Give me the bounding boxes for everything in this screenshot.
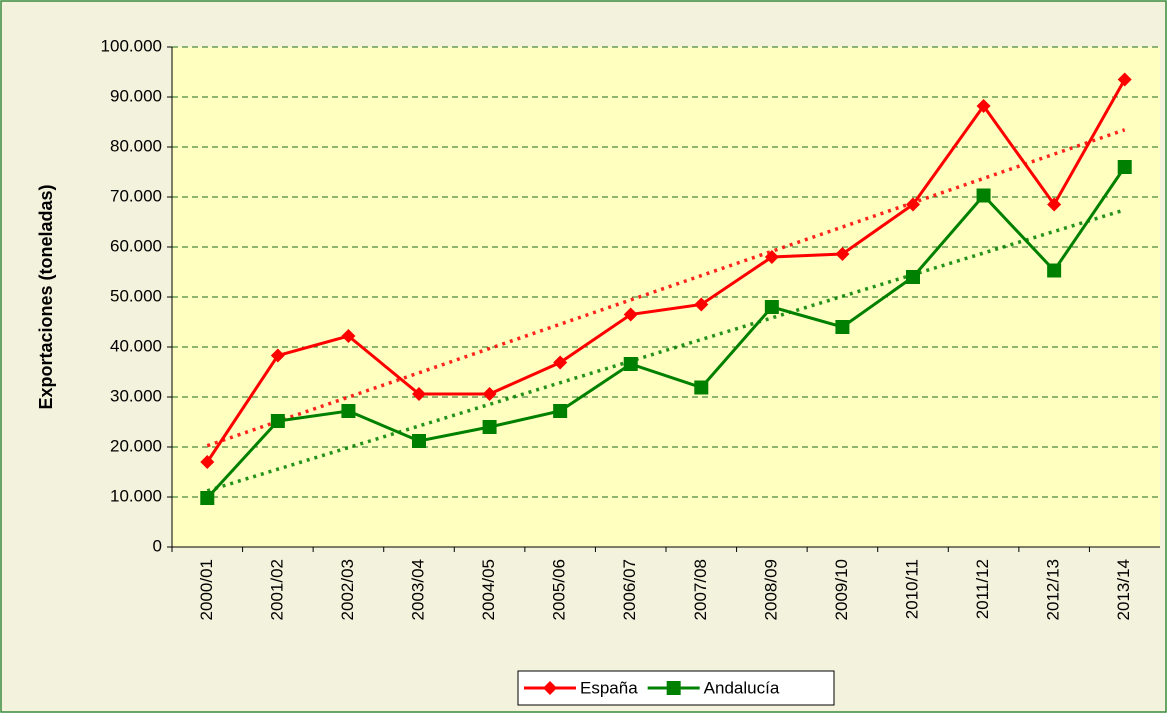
y-tick-label: 90.000 xyxy=(110,86,162,105)
marker xyxy=(1117,160,1132,174)
x-tick-label: 2013/14 xyxy=(1114,559,1133,620)
marker xyxy=(666,681,681,695)
y-tick-label: 80.000 xyxy=(110,136,162,155)
y-tick-label: 100.000 xyxy=(101,36,162,55)
marker xyxy=(976,188,991,203)
marker xyxy=(412,387,426,401)
x-tick-label: 2000/01 xyxy=(197,559,216,620)
marker xyxy=(906,270,920,284)
marker xyxy=(835,247,850,261)
marker xyxy=(270,348,285,363)
marker xyxy=(200,455,215,469)
x-tick-label: 2006/07 xyxy=(620,559,639,620)
marker xyxy=(543,681,557,695)
y-tick-label: 20.000 xyxy=(110,436,162,455)
x-tick-label: 2010/11 xyxy=(902,559,921,619)
y-tick-label: 40.000 xyxy=(110,336,162,355)
x-tick-label: 2004/05 xyxy=(479,559,498,620)
marker xyxy=(200,491,215,505)
series-line xyxy=(206,78,1127,463)
x-tick-label: 2009/10 xyxy=(832,559,851,620)
marker xyxy=(1047,197,1062,212)
marker xyxy=(764,250,779,264)
x-tick-label: 2011/12 xyxy=(973,559,992,619)
y-axis-label: Exportaciones (toneladas) xyxy=(36,184,56,409)
marker xyxy=(270,414,285,428)
marker xyxy=(623,357,638,371)
marker xyxy=(482,387,497,401)
y-tick-label: 0 xyxy=(153,536,162,555)
y-tick-label: 70.000 xyxy=(110,186,162,205)
marker xyxy=(553,404,568,418)
x-tick-label: 2012/13 xyxy=(1044,559,1063,620)
marker xyxy=(341,329,356,343)
marker xyxy=(694,297,709,312)
x-tick-label: 2005/06 xyxy=(550,559,569,620)
marker xyxy=(412,434,426,448)
x-tick-label: 2008/09 xyxy=(761,559,780,620)
marker xyxy=(553,355,568,370)
legend-label: Andalucía xyxy=(704,678,780,697)
marker xyxy=(1117,72,1132,87)
trendline xyxy=(206,128,1126,448)
x-tick-label: 2007/08 xyxy=(691,559,710,620)
marker xyxy=(906,197,920,212)
marker xyxy=(694,380,709,395)
x-tick-label: 2002/03 xyxy=(338,559,357,620)
marker xyxy=(1047,263,1062,278)
marker xyxy=(623,307,638,322)
marker xyxy=(835,320,850,334)
legend-label: España xyxy=(580,678,638,697)
y-tick-label: 30.000 xyxy=(110,386,162,405)
x-tick-label: 2003/04 xyxy=(408,559,427,620)
marker xyxy=(482,420,497,434)
y-tick-label: 60.000 xyxy=(110,236,162,255)
y-tick-label: 10.000 xyxy=(110,486,162,505)
series-line xyxy=(206,166,1126,500)
x-tick-label: 2001/02 xyxy=(267,559,286,620)
y-tick-label: 50.000 xyxy=(110,286,162,305)
marker xyxy=(764,300,779,314)
marker xyxy=(976,99,991,113)
marker xyxy=(341,404,356,418)
